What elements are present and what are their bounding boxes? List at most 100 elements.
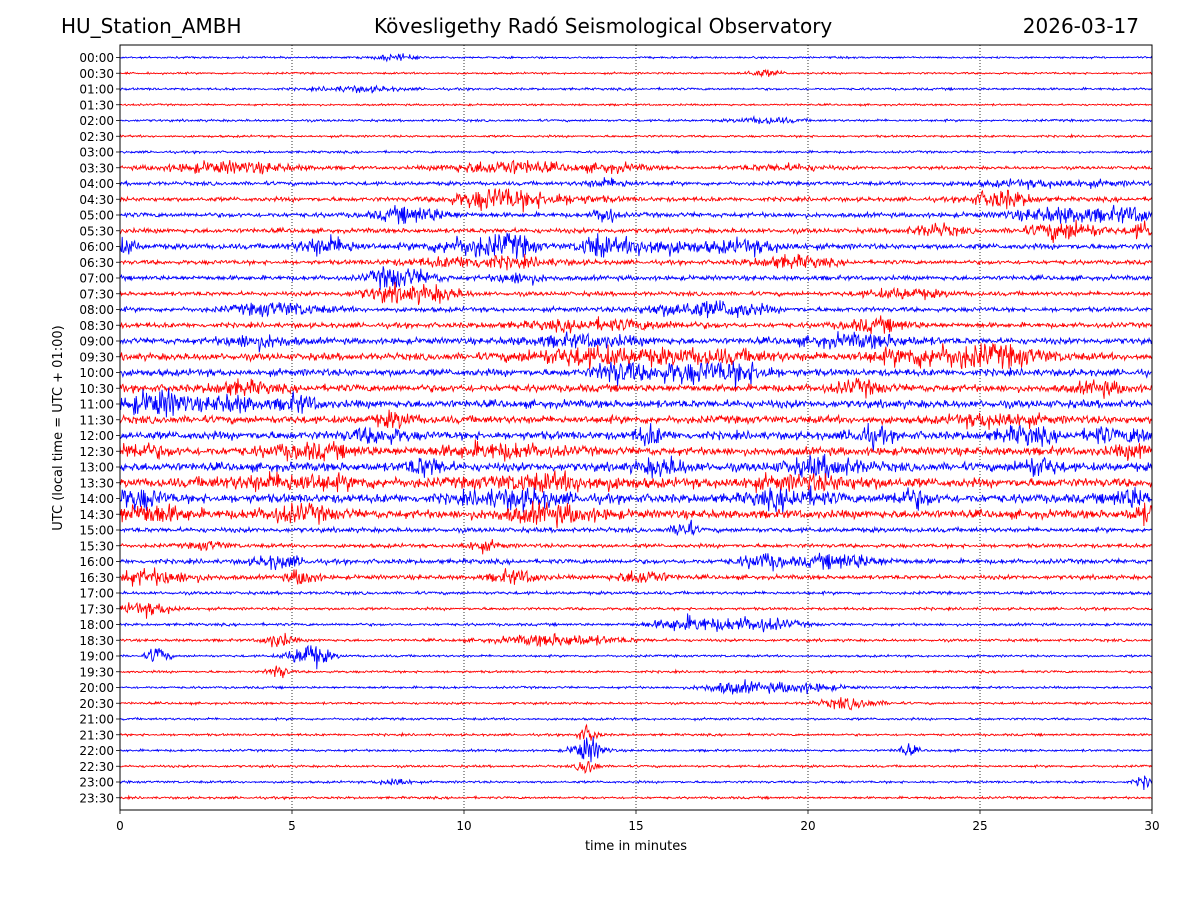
y-tick-label: 22:00 — [79, 744, 114, 758]
y-tick-label: 16:30 — [79, 571, 114, 585]
trace-2130 — [119, 723, 1153, 741]
trace-1930 — [119, 665, 1153, 679]
trace-1600 — [119, 552, 1153, 572]
figure-title: Kövesligethy Radó Seismological Observat… — [374, 14, 833, 38]
y-tick-label: 23:30 — [79, 791, 114, 805]
trace-1330 — [119, 470, 1153, 494]
trace-0600 — [119, 231, 1153, 259]
x-tick-label: 10 — [456, 819, 471, 833]
y-tick-label: 17:30 — [79, 602, 114, 616]
y-tick-label: 15:30 — [79, 539, 114, 553]
trace-1300 — [119, 453, 1153, 481]
x-tick-label: 25 — [972, 819, 987, 833]
y-tick-label: 01:00 — [79, 83, 114, 97]
station-name: HU_Station_AMBH — [61, 14, 242, 38]
y-tick-label: 00:00 — [79, 51, 114, 65]
y-tick-label: 08:30 — [79, 319, 114, 333]
y-tick-label: 07:30 — [79, 287, 114, 301]
y-tick-label: 18:00 — [79, 618, 114, 632]
x-tick-label: 30 — [1144, 819, 1159, 833]
y-tick-label: 08:00 — [79, 303, 114, 317]
trace-0100 — [119, 84, 1153, 94]
y-tick-label: 04:30 — [79, 193, 114, 207]
trace-2200 — [119, 736, 1153, 763]
trace-0200 — [119, 115, 1153, 125]
y-tick-label: 05:00 — [79, 209, 114, 223]
trace-2000 — [119, 679, 1153, 695]
y-tick-label: 13:30 — [79, 476, 114, 490]
x-tick-label: 15 — [628, 819, 643, 833]
y-tick-label: 20:00 — [79, 681, 114, 695]
trace-0700 — [119, 266, 1153, 290]
y-tick-label: 07:00 — [79, 272, 114, 286]
y-axis-label: UTC (local time = UTC + 01:00) — [51, 325, 66, 530]
y-tick-label: 06:30 — [79, 256, 114, 270]
figure-date: 2026-03-17 — [1022, 14, 1139, 38]
y-tick-label: 02:30 — [79, 130, 114, 144]
y-tick-label: 10:00 — [79, 366, 114, 380]
y-tick-label: 10:30 — [79, 382, 114, 396]
trace-1130 — [119, 409, 1153, 430]
trace-0430 — [119, 187, 1153, 213]
x-tick-label: 5 — [288, 819, 296, 833]
y-tick-label: 03:00 — [79, 146, 114, 160]
y-tick-label: 14:30 — [79, 508, 114, 522]
trace-2300 — [119, 775, 1153, 791]
trace-0000 — [119, 53, 1153, 63]
trace-0400 — [119, 177, 1153, 190]
trace-2030 — [119, 697, 1153, 711]
trace-1830 — [119, 632, 1153, 648]
y-tick-label: 19:00 — [79, 650, 114, 664]
y-tick-label: 01:30 — [79, 98, 114, 112]
x-tick-label: 0 — [116, 819, 124, 833]
y-tick-label: 20:30 — [79, 697, 114, 711]
y-tick-label: 13:00 — [79, 461, 114, 475]
trace-1400 — [119, 485, 1153, 514]
x-axis-label: time in minutes — [585, 839, 687, 854]
trace-0030 — [119, 68, 1153, 78]
trace-1100 — [119, 387, 1153, 418]
x-tick-label: 20 — [800, 819, 815, 833]
y-tick-label: 22:30 — [79, 760, 114, 774]
y-tick-label: 09:30 — [79, 350, 114, 364]
y-tick-label: 14:00 — [79, 492, 114, 506]
y-tick-label: 21:30 — [79, 728, 114, 742]
seismic-traces — [119, 53, 1153, 801]
trace-0530 — [119, 219, 1153, 244]
trace-0830 — [119, 315, 1153, 335]
y-tick-label: 09:00 — [79, 335, 114, 349]
y-tick-label: 11:00 — [79, 398, 114, 412]
y-tick-label: 06:00 — [79, 240, 114, 254]
trace-0130 — [119, 102, 1153, 108]
y-tick-label: 15:00 — [79, 524, 114, 538]
y-tick-label: 16:00 — [79, 555, 114, 569]
trace-0730 — [119, 281, 1153, 306]
trace-0330 — [119, 159, 1153, 175]
trace-1030 — [119, 377, 1153, 399]
trace-2230 — [119, 761, 1153, 775]
trace-1500 — [119, 519, 1153, 536]
trace-0230 — [119, 133, 1153, 139]
y-tick-label: 02:00 — [79, 114, 114, 128]
trace-1530 — [119, 538, 1153, 555]
y-tick-label: 12:00 — [79, 429, 114, 443]
grid-lines — [291, 45, 981, 810]
y-tick-label: 17:00 — [79, 587, 114, 601]
trace-0900 — [119, 331, 1153, 353]
y-tick-label: 11:30 — [79, 413, 114, 427]
trace-1700 — [119, 589, 1153, 597]
trace-0630 — [119, 253, 1153, 271]
y-tick-label: 03:30 — [79, 161, 114, 175]
y-tick-label: 21:00 — [79, 713, 114, 727]
trace-0500 — [119, 204, 1153, 225]
trace-0300 — [119, 149, 1153, 155]
trace-1200 — [119, 422, 1153, 452]
trace-0800 — [119, 300, 1153, 319]
y-tick-label: 18:30 — [79, 634, 114, 648]
y-tick-label: 04:00 — [79, 177, 114, 191]
y-tick-label: 12:30 — [79, 445, 114, 459]
trace-1800 — [119, 613, 1153, 633]
